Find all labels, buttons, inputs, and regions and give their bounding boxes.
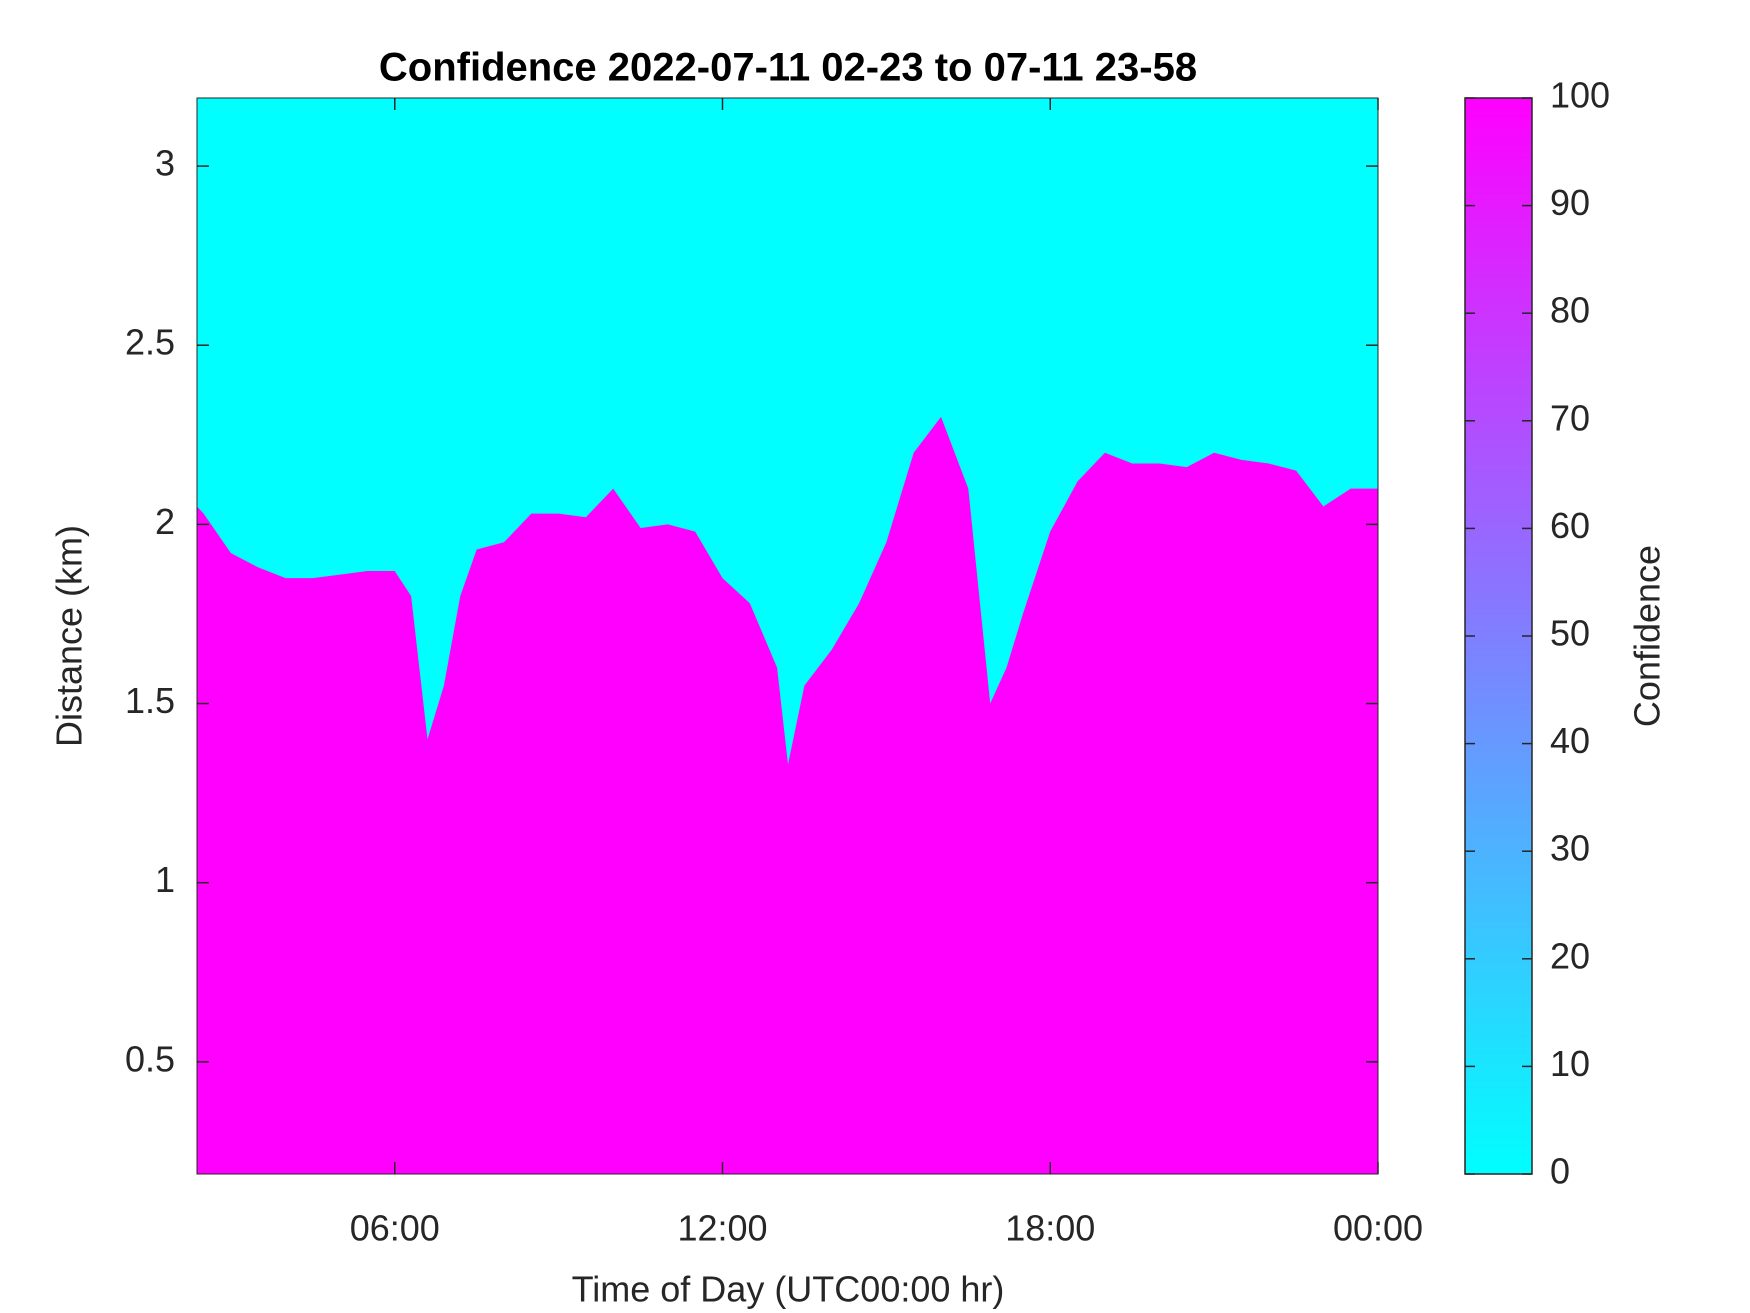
y-axis-label: Distance (km): [49, 525, 90, 747]
colorbar-label: Confidence: [1627, 545, 1668, 727]
y-tick-label: 2: [155, 501, 175, 542]
colorbar-tick-label: 40: [1550, 720, 1590, 761]
x-tick-label: 00:00: [1333, 1208, 1423, 1249]
x-tick-label: 06:00: [350, 1208, 440, 1249]
x-axis-label: Time of Day (UTC00:00 hr): [572, 1269, 1005, 1310]
colorbar-tick-label: 30: [1550, 828, 1590, 869]
colorbar-tick-label: 60: [1550, 505, 1590, 546]
x-tick-label: 12:00: [677, 1208, 767, 1249]
y-tick-label: 0.5: [125, 1038, 175, 1079]
y-tick-label: 1: [155, 859, 175, 900]
colorbar-tick-label: 0: [1550, 1151, 1570, 1192]
y-tick-label: 1.5: [125, 680, 175, 721]
colorbar-tick-label: 10: [1550, 1043, 1590, 1084]
colorbar-tick-label: 100: [1550, 75, 1610, 116]
colorbar-tick-label: 50: [1550, 613, 1590, 654]
area: [197, 416, 1378, 1174]
x-tick-label: 18:00: [1005, 1208, 1095, 1249]
chart-title: Confidence 2022-07-11 02-23 to 07-11 23-…: [379, 46, 1197, 90]
plot-frame: [196, 97, 1379, 1175]
colorbar-tick-label: 20: [1550, 935, 1590, 976]
colorbar-tick-label: 90: [1550, 182, 1590, 223]
y-tick-label: 3: [155, 143, 175, 184]
colorbar-tick-label: 80: [1550, 290, 1590, 331]
y-tick-label: 2.5: [125, 322, 175, 363]
colorbar-tick-label: 70: [1550, 397, 1590, 438]
colorbar: [1464, 97, 1533, 1175]
